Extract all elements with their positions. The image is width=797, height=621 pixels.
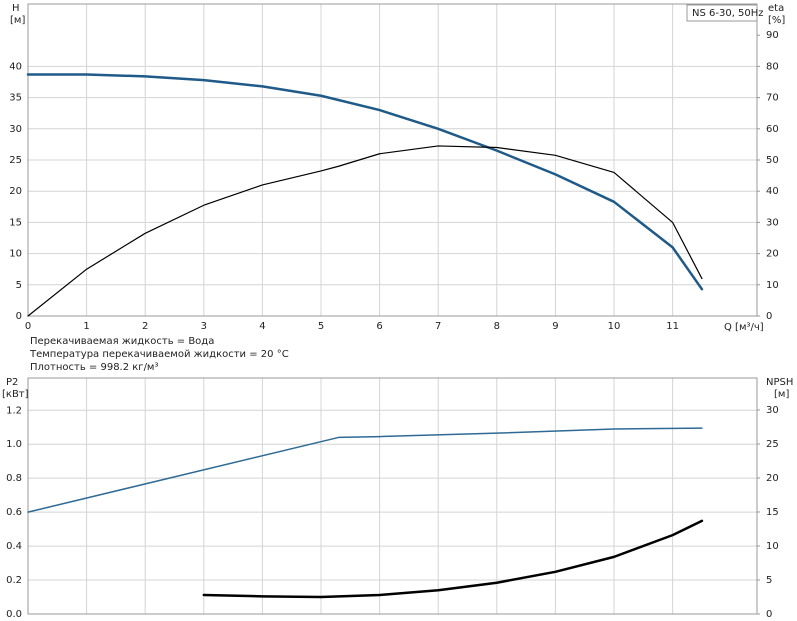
y2-tick-label: 20: [766, 473, 779, 484]
y2-unit: [м]: [774, 389, 789, 400]
legend-box: [686, 4, 758, 22]
y2-tick-label: 60: [766, 124, 779, 135]
y2-tick-label: 50: [766, 155, 779, 166]
x-tick-label: 7: [435, 321, 441, 332]
y-tick-label: 25: [9, 155, 22, 166]
x-tick-label: 5: [318, 321, 324, 332]
x-tick-label: 9: [552, 321, 558, 332]
y-tick-label: 40: [9, 61, 22, 72]
y-unit: [м]: [10, 15, 25, 26]
y-tick-label: 1.2: [6, 405, 22, 416]
y-tick-label: 0.6: [6, 507, 22, 518]
y-tick-label: 0.8: [6, 473, 22, 484]
y2-tick-label: 5: [766, 575, 772, 586]
x-tick-label: 11: [666, 321, 679, 332]
x-tick-label: 10: [608, 321, 621, 332]
y2-tick-label: 15: [766, 507, 779, 518]
note: Плотность = 998.2 кг/м³: [30, 362, 159, 373]
x-tick-label: 1: [83, 321, 89, 332]
y-tick-label: 15: [9, 217, 22, 228]
x-tick-label: 0: [25, 321, 31, 332]
y2-tick-label: 0: [766, 609, 772, 620]
y2-tick-label: 90: [766, 30, 779, 41]
y-tick-label: 0.0: [6, 609, 22, 620]
y-tick-label: 5: [16, 280, 22, 291]
y-tick-label: 10: [9, 249, 22, 260]
plot-frame: [27, 377, 758, 615]
curve: [27, 145, 703, 317]
y-tick-label: 30: [9, 124, 22, 135]
y-tick-label: 0.4: [6, 541, 22, 552]
y2-label: eta: [768, 3, 784, 14]
y2-tick-label: 40: [766, 186, 779, 197]
x-tick-label: 8: [494, 321, 500, 332]
y-tick-label: 20: [9, 186, 22, 197]
y-label: H: [12, 3, 20, 14]
note: Температура перекачиваемой жидкости = 20…: [29, 349, 289, 360]
curve: [202, 519, 704, 599]
y2-tick-label: 70: [766, 93, 779, 104]
x-tick-label: 2: [142, 321, 148, 332]
y2-tick-label: 80: [766, 61, 779, 72]
y-tick-label: 0.2: [6, 575, 22, 586]
y2-tick-label: 0: [766, 311, 772, 322]
y2-tick-label: 30: [766, 405, 779, 416]
y-tick-label: 35: [9, 93, 22, 104]
note: Перекачиваемая жидкость = Вода: [30, 336, 214, 347]
y2-unit: [%]: [768, 15, 785, 26]
curve: [26, 73, 704, 291]
y2-tick-label: 10: [766, 541, 779, 552]
y2-label: NPSH: [766, 377, 793, 388]
x-tick-label: 4: [259, 321, 265, 332]
y-tick-label: 1.0: [6, 439, 22, 450]
x-tick-label: 6: [376, 321, 382, 332]
x-tick-label: 3: [201, 321, 207, 332]
y2-tick-label: 25: [766, 439, 779, 450]
chart-title: NS 6-30, 50Hz: [692, 8, 764, 19]
y-tick-label: 0: [16, 311, 22, 322]
y2-tick-label: 20: [766, 249, 779, 260]
y2-tick-label: 10: [766, 280, 779, 291]
y-label: P2: [6, 377, 18, 388]
x-label: Q [м³/ч]: [724, 322, 764, 333]
y-unit: [кВт]: [2, 389, 29, 400]
y2-tick-label: 30: [766, 217, 779, 228]
curve: [27, 427, 703, 513]
